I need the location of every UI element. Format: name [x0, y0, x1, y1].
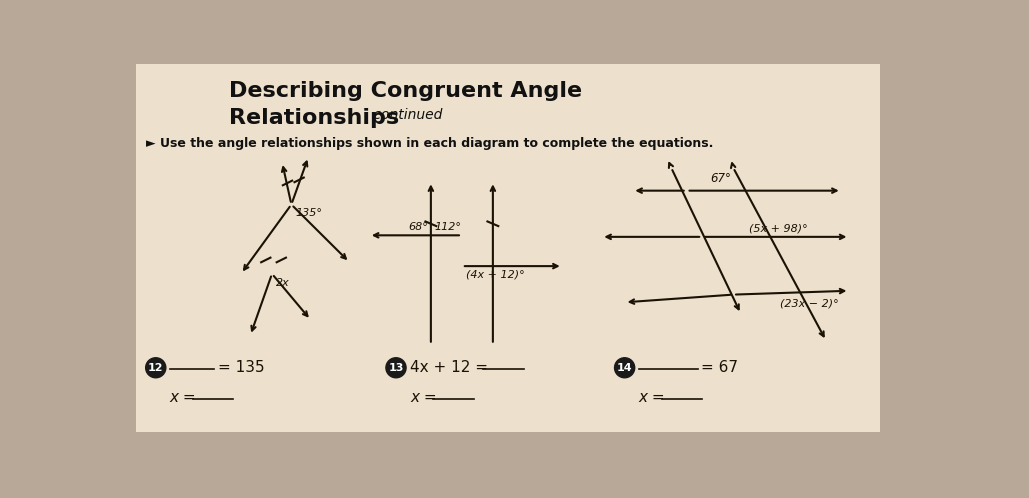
Text: 13: 13	[388, 363, 403, 373]
Text: (5x + 98)°: (5x + 98)°	[749, 223, 808, 233]
Text: = 135: = 135	[218, 360, 264, 375]
Text: 135°: 135°	[295, 208, 322, 218]
Text: (23x − 2)°: (23x − 2)°	[780, 298, 839, 308]
Text: = 67: = 67	[701, 360, 738, 375]
Text: continued: continued	[368, 108, 442, 122]
Circle shape	[386, 358, 406, 378]
Text: (4x + 12)°: (4x + 12)°	[466, 269, 525, 279]
FancyBboxPatch shape	[137, 64, 881, 432]
Text: Relationships: Relationships	[229, 108, 399, 127]
Circle shape	[146, 358, 166, 378]
Text: ► Use the angle relationships shown in each diagram to complete the equations.: ► Use the angle relationships shown in e…	[146, 137, 713, 150]
Text: 68°: 68°	[407, 222, 428, 232]
Text: 67°: 67°	[710, 171, 731, 184]
Text: Describing Congruent Angle: Describing Congruent Angle	[229, 81, 582, 101]
Text: 112°: 112°	[434, 222, 461, 232]
Text: x =: x =	[410, 389, 436, 404]
Text: 12: 12	[148, 363, 164, 373]
Circle shape	[614, 358, 635, 378]
Text: 14: 14	[616, 363, 633, 373]
Text: 2x: 2x	[276, 278, 289, 288]
Text: x =: x =	[639, 389, 665, 404]
Text: x =: x =	[170, 389, 197, 404]
Text: 4x + 12 =: 4x + 12 =	[410, 360, 488, 375]
